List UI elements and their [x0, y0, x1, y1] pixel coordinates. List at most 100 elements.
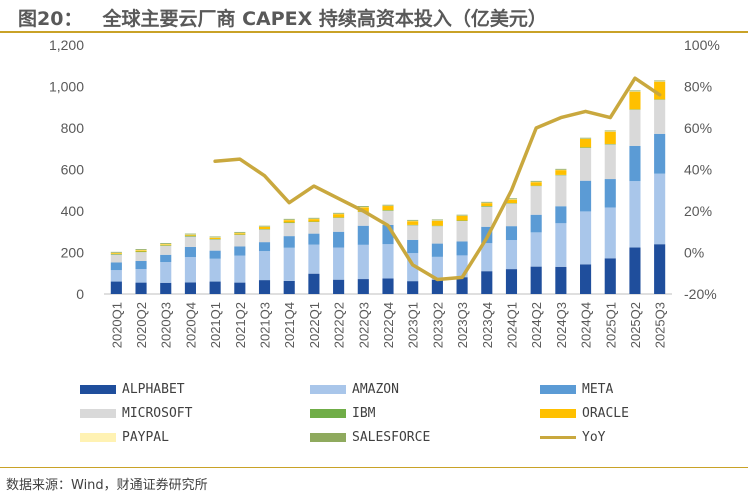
legend-swatch [310, 384, 346, 394]
bar-microsoft [629, 109, 641, 146]
x-tick-label: 2024Q4 [579, 302, 594, 348]
bar-alphabet [629, 247, 641, 294]
bar-salesforce [407, 219, 419, 221]
y2-tick-label: 80% [684, 79, 712, 95]
bar-oracle [530, 182, 542, 186]
x-tick-label: 2022Q2 [332, 302, 347, 348]
y-tick-label: 600 [61, 162, 85, 178]
bar-oracle [184, 234, 196, 236]
bar-salesforce [505, 198, 518, 200]
figure-number: 图20： [18, 8, 83, 30]
bar-amazon [629, 181, 641, 248]
bar-meta [184, 246, 196, 258]
x-tick-label: 2023Q2 [430, 302, 445, 348]
legend-item: ALPHABET [80, 380, 185, 398]
bar-salesforce [283, 218, 295, 220]
x-tick-label: 2021Q4 [282, 302, 297, 348]
bar-amazon [505, 240, 518, 270]
bar-oracle [456, 215, 468, 221]
bar-salesforce [604, 130, 616, 132]
bar-salesforce [209, 236, 221, 238]
x-tick-label: 2022Q3 [356, 302, 371, 348]
x-tick-label: 2021Q2 [233, 302, 248, 348]
x-tick-label: 2025Q2 [628, 302, 643, 348]
bar-amazon [580, 211, 592, 265]
x-tick-label: 2025Q1 [603, 302, 618, 348]
bar-microsoft [505, 203, 518, 227]
x-tick-label: 2021Q3 [258, 302, 273, 348]
bar-ibm [184, 235, 196, 237]
bar-salesforce [160, 243, 172, 244]
bar-microsoft [431, 226, 443, 244]
bar-oracle [407, 221, 419, 225]
bar-oracle [505, 199, 518, 204]
bar-alphabet [654, 244, 666, 294]
bar-microsoft [555, 175, 567, 207]
bar-oracle [481, 203, 493, 207]
bar-meta [160, 254, 172, 263]
figure-title-text: 全球主要云厂商 CAPEX 持续高资本投入（亿美元） [102, 8, 547, 30]
bar-amazon [604, 207, 616, 259]
x-tick-label: 2023Q1 [406, 302, 421, 348]
y2-tick-label: 20% [684, 203, 712, 219]
bar-microsoft [382, 210, 394, 225]
bar-alphabet [333, 279, 345, 294]
x-tick-label: 2022Q4 [381, 302, 396, 348]
y-tick-label: 1,000 [49, 79, 84, 95]
x-tick-label: 2024Q2 [529, 302, 544, 348]
bar-alphabet [580, 264, 592, 294]
bar-alphabet [110, 281, 122, 294]
legend-item: META [540, 380, 613, 398]
bar-salesforce [555, 168, 567, 170]
bar-oracle [654, 81, 666, 100]
bar-meta [654, 133, 666, 174]
bar-amazon [110, 270, 122, 282]
bar-oracle [604, 131, 616, 144]
bar-ibm [580, 147, 592, 148]
bar-alphabet [357, 279, 369, 294]
bar-amazon [530, 232, 542, 267]
bar-amazon [382, 244, 394, 279]
bar-microsoft [234, 234, 246, 247]
x-tick-label: 2024Q1 [504, 302, 519, 348]
bar-microsoft [357, 212, 369, 226]
y-tick-label: 400 [61, 203, 85, 219]
x-tick-label: 2023Q3 [455, 302, 470, 348]
bar-oracle [110, 253, 122, 254]
bar-alphabet [407, 281, 419, 294]
legend-swatch [540, 384, 576, 394]
bar-microsoft [580, 147, 592, 181]
bar-amazon [258, 251, 271, 281]
legend-swatch [80, 384, 116, 394]
legend-label: META [582, 381, 614, 397]
title-rule [0, 31, 748, 33]
legend-swatch [540, 408, 576, 418]
bar-alphabet [209, 281, 221, 294]
bar-microsoft [407, 225, 419, 240]
bar-meta [135, 261, 147, 270]
x-tick-label: 2020Q2 [134, 302, 149, 348]
bar-salesforce [258, 225, 271, 227]
y-tick-label: 200 [61, 245, 85, 261]
source-note: 数据来源：Wind，财通证券研究所 [6, 478, 208, 493]
bar-microsoft [283, 223, 295, 237]
bar-ibm [382, 210, 394, 211]
bar-salesforce [184, 233, 196, 235]
bar-oracle [333, 214, 345, 218]
bar-meta [407, 239, 419, 254]
yoy-line [213, 76, 662, 282]
bar-amazon [160, 262, 172, 283]
bar-ibm [283, 222, 295, 224]
x-tick-label: 2022Q1 [307, 302, 322, 348]
legend-item: IBM [310, 404, 375, 422]
bar-meta [357, 225, 369, 245]
bar-meta [456, 241, 468, 256]
bar-meta [505, 226, 518, 241]
footer-rule [0, 467, 748, 468]
legend-swatch [80, 432, 116, 442]
bar-alphabet [456, 277, 468, 294]
bar-meta [431, 243, 443, 257]
bar-alphabet [184, 282, 196, 294]
legend-label: MICROSOFT [122, 405, 193, 421]
legend-label: IBM [352, 405, 376, 421]
